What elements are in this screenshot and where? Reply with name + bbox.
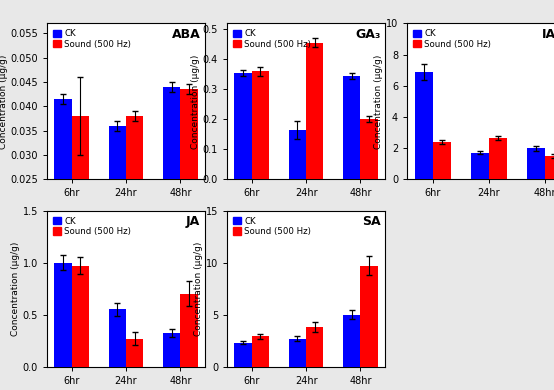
Bar — [252, 337, 269, 367]
Bar — [126, 339, 143, 367]
Y-axis label: Concentration (μg/g): Concentration (μg/g) — [11, 241, 20, 336]
Bar — [71, 266, 89, 367]
Legend: CK, Sound (500 Hz): CK, Sound (500 Hz) — [412, 28, 493, 50]
Bar — [289, 130, 306, 179]
Text: ABA: ABA — [172, 28, 200, 41]
Bar — [163, 333, 181, 367]
Bar — [181, 294, 198, 367]
Bar — [54, 262, 71, 367]
Bar — [109, 309, 126, 367]
Bar — [306, 43, 324, 179]
Bar — [126, 116, 143, 301]
Y-axis label: Concentration (μg/g): Concentration (μg/g) — [374, 54, 383, 149]
Bar — [527, 148, 545, 179]
Text: GA₃: GA₃ — [355, 28, 380, 41]
Legend: CK, Sound (500 Hz): CK, Sound (500 Hz) — [52, 215, 133, 238]
Bar — [234, 343, 252, 367]
Bar — [361, 119, 378, 179]
Bar — [433, 142, 450, 179]
Bar — [489, 138, 507, 179]
Text: IAA: IAA — [542, 28, 554, 41]
Bar — [163, 87, 181, 301]
Bar — [343, 315, 361, 367]
Bar — [181, 89, 198, 301]
Legend: CK, Sound (500 Hz): CK, Sound (500 Hz) — [52, 28, 133, 50]
Y-axis label: Concentration (μg/g): Concentration (μg/g) — [194, 241, 203, 336]
Bar — [252, 71, 269, 179]
Bar — [71, 116, 89, 301]
Bar — [54, 99, 71, 301]
Bar — [234, 73, 252, 179]
Bar — [361, 266, 378, 367]
Bar — [289, 339, 306, 367]
Legend: CK, Sound (500 Hz): CK, Sound (500 Hz) — [232, 215, 313, 238]
Bar — [471, 153, 489, 179]
Bar — [306, 327, 324, 367]
Text: JA: JA — [186, 215, 200, 228]
Y-axis label: Concentration (μg/g): Concentration (μg/g) — [0, 54, 8, 149]
Bar — [414, 72, 433, 179]
Y-axis label: Concentration (μg/g): Concentration (μg/g) — [191, 54, 200, 149]
Bar — [545, 156, 554, 179]
Bar — [109, 126, 126, 301]
Bar — [343, 76, 361, 179]
Text: SA: SA — [362, 215, 380, 228]
Legend: CK, Sound (500 Hz): CK, Sound (500 Hz) — [232, 28, 313, 50]
